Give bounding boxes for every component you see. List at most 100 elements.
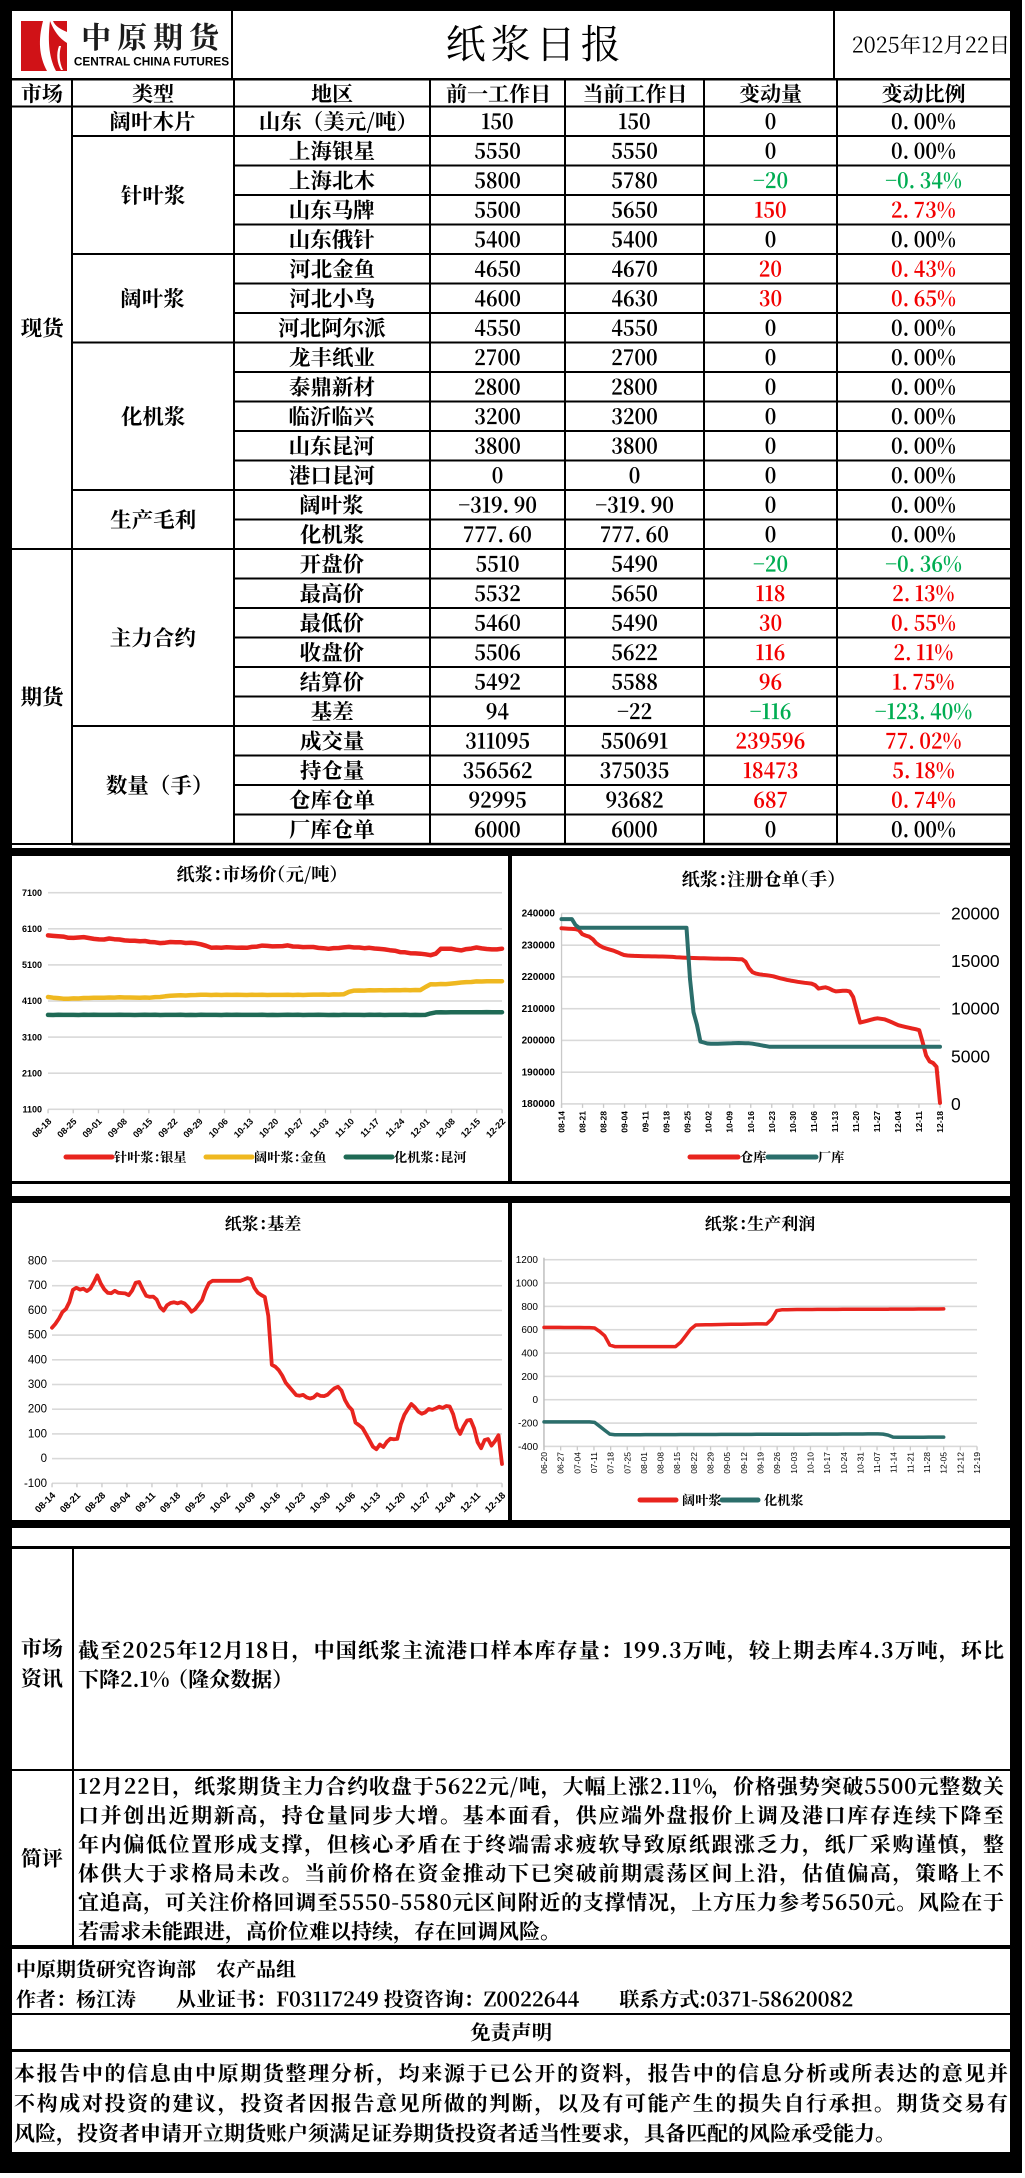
- svg-text:200000: 200000: [522, 1036, 556, 1047]
- svg-text:11-21: 11-21: [905, 1452, 915, 1473]
- svg-text:300: 300: [28, 1379, 47, 1391]
- svg-text:100: 100: [28, 1428, 47, 1440]
- svg-text:10-30: 10-30: [308, 1490, 333, 1515]
- svg-text:08-15: 08-15: [672, 1452, 682, 1474]
- svg-text:1200: 1200: [516, 1255, 539, 1266]
- svg-text:11-13: 11-13: [830, 1111, 840, 1133]
- svg-text:3100: 3100: [22, 1032, 42, 1042]
- svg-text:5000: 5000: [951, 1046, 990, 1066]
- svg-text:09-05: 09-05: [722, 1452, 732, 1474]
- svg-text:10-06: 10-06: [207, 1116, 230, 1139]
- svg-text:-200: -200: [518, 1419, 538, 1430]
- svg-text:0: 0: [532, 1395, 538, 1406]
- svg-text:09-15: 09-15: [131, 1116, 154, 1139]
- svg-text:4100: 4100: [22, 996, 42, 1006]
- svg-text:09-04: 09-04: [620, 1111, 630, 1133]
- svg-text:10-20: 10-20: [257, 1116, 280, 1139]
- svg-text:11-27: 11-27: [409, 1490, 434, 1515]
- svg-text:09-18: 09-18: [158, 1490, 183, 1515]
- svg-text:10-17: 10-17: [822, 1452, 832, 1474]
- svg-text:10000: 10000: [951, 999, 1000, 1019]
- svg-text:06-27: 06-27: [556, 1452, 566, 1474]
- svg-text:09-04: 09-04: [108, 1490, 133, 1515]
- svg-text:10-30: 10-30: [788, 1111, 798, 1133]
- svg-text:500: 500: [28, 1330, 47, 1342]
- svg-text:09-29: 09-29: [181, 1116, 204, 1139]
- svg-text:700: 700: [28, 1280, 47, 1292]
- svg-text:10-27: 10-27: [282, 1116, 305, 1139]
- svg-text:09-01: 09-01: [80, 1116, 103, 1139]
- svg-text:10-16: 10-16: [258, 1490, 283, 1515]
- svg-text:2100: 2100: [22, 1068, 42, 1078]
- svg-text:6100: 6100: [22, 924, 42, 934]
- svg-text:10-10: 10-10: [806, 1452, 816, 1474]
- svg-text:08-21: 08-21: [58, 1490, 83, 1515]
- svg-text:06-20: 06-20: [539, 1452, 549, 1474]
- svg-text:10-23: 10-23: [283, 1490, 308, 1515]
- svg-text:08-14: 08-14: [33, 1490, 58, 1515]
- svg-text:11-06: 11-06: [809, 1111, 819, 1133]
- svg-text:10-09: 10-09: [725, 1111, 735, 1133]
- svg-text:09-19: 09-19: [756, 1452, 766, 1474]
- svg-text:190000: 190000: [522, 1067, 556, 1078]
- svg-text:0: 0: [951, 1094, 961, 1114]
- svg-text:09-12: 09-12: [739, 1452, 749, 1474]
- svg-text:600: 600: [28, 1305, 47, 1317]
- svg-text:12-11: 12-11: [459, 1490, 484, 1515]
- svg-text:11-03: 11-03: [308, 1116, 331, 1139]
- svg-text:1000: 1000: [516, 1279, 539, 1290]
- svg-text:12-05: 12-05: [939, 1452, 949, 1474]
- svg-text:09-22: 09-22: [156, 1116, 179, 1139]
- svg-text:07-18: 07-18: [606, 1452, 616, 1474]
- svg-text:09-25: 09-25: [183, 1490, 208, 1515]
- svg-text:12-19: 12-19: [972, 1452, 982, 1474]
- svg-text:180000: 180000: [522, 1099, 556, 1110]
- svg-text:08-25: 08-25: [55, 1116, 78, 1139]
- svg-text:08-28: 08-28: [83, 1490, 108, 1515]
- svg-text:09-18: 09-18: [662, 1111, 672, 1133]
- svg-text:600: 600: [521, 1325, 538, 1336]
- svg-text:11-24: 11-24: [384, 1116, 407, 1139]
- svg-text:08-01: 08-01: [639, 1452, 649, 1474]
- svg-text:11-28: 11-28: [922, 1452, 932, 1473]
- svg-text:08-21: 08-21: [578, 1111, 588, 1133]
- svg-text:-400: -400: [518, 1442, 538, 1453]
- svg-text:08-18: 08-18: [30, 1116, 53, 1139]
- svg-text:15000: 15000: [951, 951, 1000, 971]
- svg-text:220000: 220000: [522, 972, 556, 983]
- svg-text:10-13: 10-13: [232, 1116, 255, 1139]
- svg-text:1100: 1100: [22, 1105, 42, 1115]
- svg-text:11-14: 11-14: [889, 1452, 899, 1473]
- svg-text:20000: 20000: [951, 903, 1000, 923]
- svg-text:0: 0: [41, 1453, 47, 1465]
- svg-text:09-25: 09-25: [683, 1111, 693, 1133]
- svg-text:240000: 240000: [522, 909, 556, 920]
- svg-text:10-02: 10-02: [208, 1490, 233, 1515]
- svg-text:-100: -100: [24, 1478, 47, 1490]
- svg-text:12-22: 12-22: [484, 1116, 507, 1139]
- svg-text:11-27: 11-27: [872, 1111, 882, 1133]
- svg-text:11-10: 11-10: [333, 1116, 356, 1139]
- svg-text:11-20: 11-20: [384, 1490, 409, 1515]
- svg-text:12-12: 12-12: [955, 1452, 965, 1474]
- svg-text:230000: 230000: [522, 940, 556, 951]
- svg-text:800: 800: [28, 1256, 47, 1268]
- svg-text:400: 400: [28, 1354, 47, 1366]
- svg-text:10-09: 10-09: [233, 1490, 258, 1515]
- svg-text:10-24: 10-24: [839, 1452, 849, 1474]
- svg-text:07-04: 07-04: [572, 1452, 582, 1474]
- svg-text:11-20: 11-20: [851, 1111, 861, 1133]
- svg-text:10-23: 10-23: [767, 1111, 777, 1133]
- svg-text:12-11: 12-11: [914, 1111, 924, 1133]
- svg-text:11-06: 11-06: [334, 1490, 359, 1515]
- svg-text:10-02: 10-02: [704, 1111, 714, 1133]
- svg-text:09-08: 09-08: [106, 1116, 129, 1139]
- svg-text:08-08: 08-08: [656, 1452, 666, 1474]
- svg-text:5100: 5100: [22, 960, 42, 970]
- svg-text:CENTRAL CHINA FUTURES: CENTRAL CHINA FUTURES: [74, 55, 229, 69]
- svg-text:07-11: 07-11: [589, 1452, 599, 1473]
- svg-text:12-04: 12-04: [893, 1111, 903, 1133]
- svg-text:12-04: 12-04: [433, 1490, 458, 1515]
- svg-text:200: 200: [521, 1372, 538, 1383]
- svg-text:7100: 7100: [22, 888, 42, 898]
